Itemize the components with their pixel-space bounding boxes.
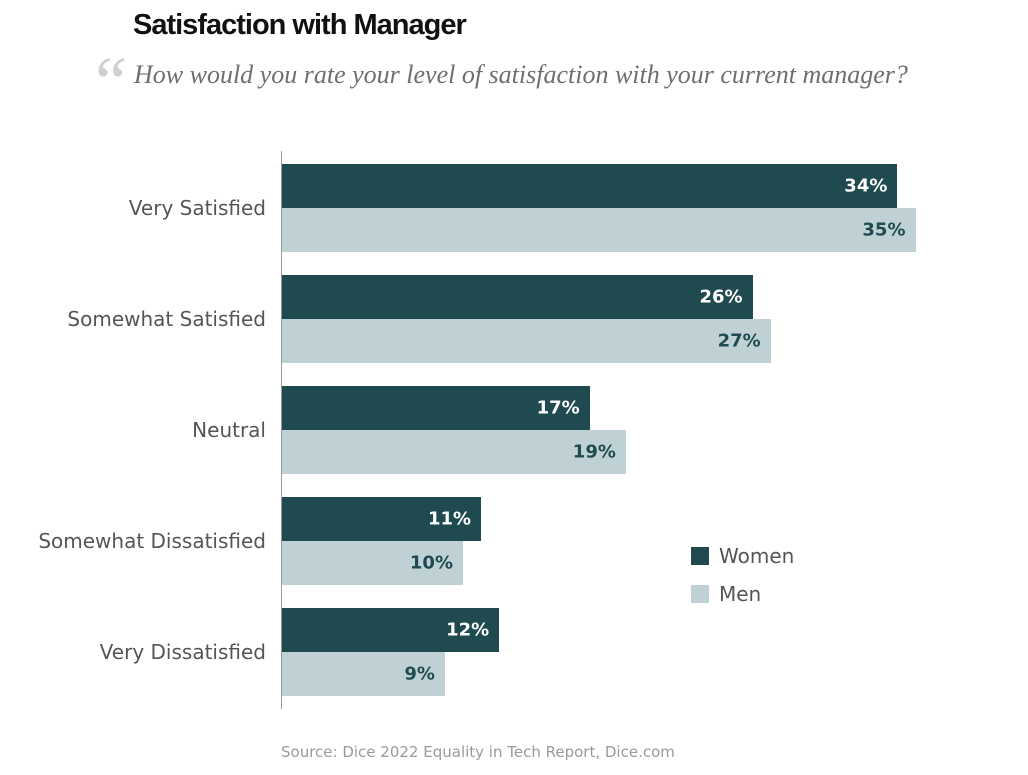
category-label-neutral: Neutral	[192, 418, 266, 442]
data-label-men-very-satisfied: 35%	[862, 219, 906, 241]
chart-title: Satisfaction with Manager	[133, 9, 467, 41]
bar-men-very-dissatisfied	[282, 652, 445, 696]
bar-women-somewhat-dissatisfied	[282, 497, 482, 541]
data-label-men-somewhat-satisfied: 27%	[717, 330, 761, 352]
y-axis-line	[281, 151, 282, 709]
bar-women-very-dissatisfied	[282, 608, 500, 652]
bar-men-neutral	[282, 430, 626, 474]
category-label-very-dissatisfied: Very Dissatisfied	[99, 640, 266, 664]
data-label-women-somewhat-dissatisfied: 11%	[428, 508, 472, 530]
data-label-women-very-satisfied: 34%	[844, 175, 888, 197]
bar-women-very-satisfied	[282, 164, 898, 208]
legend-label-women: Women	[719, 544, 795, 568]
data-label-women-somewhat-satisfied: 26%	[699, 286, 743, 308]
data-label-men-somewhat-dissatisfied: 10%	[409, 552, 453, 574]
source-note: Source: Dice 2022 Equality in Tech Repor…	[281, 743, 675, 761]
data-label-women-very-dissatisfied: 12%	[446, 619, 490, 641]
bar-men-somewhat-satisfied	[282, 319, 771, 363]
bar-women-neutral	[282, 386, 590, 430]
legend-swatch-men	[691, 585, 709, 603]
bar-men-somewhat-dissatisfied	[282, 541, 463, 585]
bar-men-very-satisfied	[282, 208, 916, 252]
chart-subtitle: How would you rate your level of satisfa…	[134, 60, 908, 89]
legend-swatch-women	[691, 547, 709, 565]
bar-women-somewhat-satisfied	[282, 275, 753, 319]
data-label-men-neutral: 19%	[572, 441, 616, 463]
quote-icon: “	[88, 42, 129, 122]
legend-label-men: Men	[719, 582, 762, 606]
category-label-somewhat-dissatisfied: Somewhat Dissatisfied	[38, 529, 266, 553]
category-label-very-satisfied: Very Satisfied	[128, 196, 266, 220]
data-label-men-very-dissatisfied: 9%	[404, 663, 435, 685]
category-label-somewhat-satisfied: Somewhat Satisfied	[67, 307, 266, 331]
data-label-women-neutral: 17%	[536, 397, 580, 419]
